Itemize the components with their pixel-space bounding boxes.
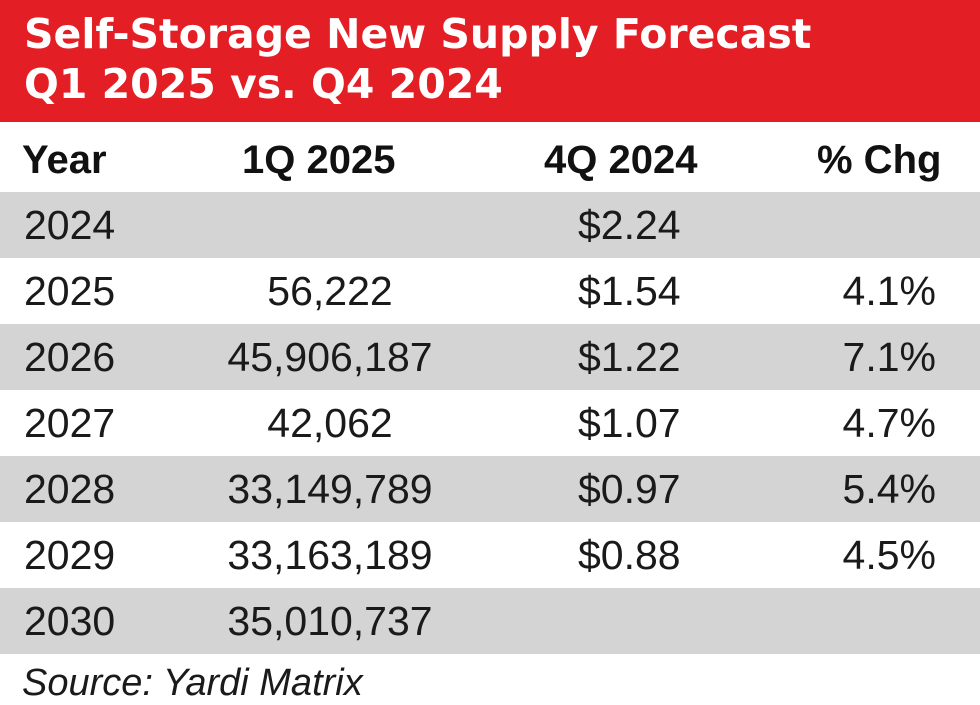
q4-2024-cell: $0.88: [578, 531, 681, 578]
pct-chg-cell: 5.4%: [755, 456, 980, 522]
chart-title: Self-Storage New Supply Forecast: [24, 10, 812, 58]
q1-2025-cell: [150, 192, 510, 258]
pct-chg-cell: 7.1%: [755, 324, 980, 390]
table-row: 2029 33,163,189 $0.88 4.5%: [0, 522, 980, 588]
pct-chg-cell: [755, 588, 980, 654]
table-row: 2027 42,062 $1.07 4.7%: [0, 390, 980, 456]
q1-2025-cell: 33,149,789: [150, 456, 510, 522]
table-row: 2030 35,010,737: [0, 588, 980, 654]
column-header-1q-2025: 1Q 2025: [242, 137, 396, 182]
year-cell: 2029: [24, 531, 116, 578]
q4-2024-cell: [510, 588, 755, 654]
q4-2024-cell: $2.24: [510, 192, 755, 258]
table-row: 2028 33,149,789 $0.97 5.4%: [0, 456, 980, 522]
q4-2024-cell: $0.97: [510, 456, 755, 522]
q1-2025-cell: 42,062: [267, 399, 393, 446]
pct-chg-cell: 4.7%: [842, 399, 936, 446]
table-row: 2026 45,906,187 $1.22 7.1%: [0, 324, 980, 390]
year-cell: 2024: [0, 192, 150, 258]
table-row: 2024 $2.24: [0, 192, 980, 258]
q1-2025-cell: 35,010,737: [150, 588, 510, 654]
pct-chg-cell: 4.1%: [842, 267, 936, 314]
column-header-pct-chg: % Chg: [817, 137, 942, 182]
year-cell: 2027: [24, 399, 116, 446]
q4-2024-cell: $1.54: [578, 267, 681, 314]
q4-2024-cell: $1.07: [578, 399, 681, 446]
supply-forecast-table: Year 1Q 2025 4Q 2024 % Chg 2024 $2.24 20…: [0, 128, 980, 654]
q4-2024-cell: $1.22: [510, 324, 755, 390]
year-cell: 2028: [0, 456, 150, 522]
year-cell: 2030: [0, 588, 150, 654]
column-header-year: Year: [22, 137, 107, 182]
pct-chg-cell: 4.5%: [842, 531, 936, 578]
year-cell: 2025: [24, 267, 116, 314]
table-header-row: Year 1Q 2025 4Q 2024 % Chg: [0, 128, 980, 192]
source-note: Source: Yardi Matrix: [22, 662, 363, 704]
column-header-4q-2024: 4Q 2024: [544, 137, 698, 182]
q1-2025-cell: 33,163,189: [227, 531, 433, 578]
chart-subtitle: Q1 2025 vs. Q4 2024: [24, 60, 503, 108]
title-banner: Self-Storage New Supply Forecast Q1 2025…: [0, 0, 980, 122]
pct-chg-cell: [755, 192, 980, 258]
q1-2025-cell: 56,222: [267, 267, 393, 314]
table-row: 2025 56,222 $1.54 4.1%: [0, 258, 980, 324]
q1-2025-cell: 45,906,187: [150, 324, 510, 390]
year-cell: 2026: [0, 324, 150, 390]
